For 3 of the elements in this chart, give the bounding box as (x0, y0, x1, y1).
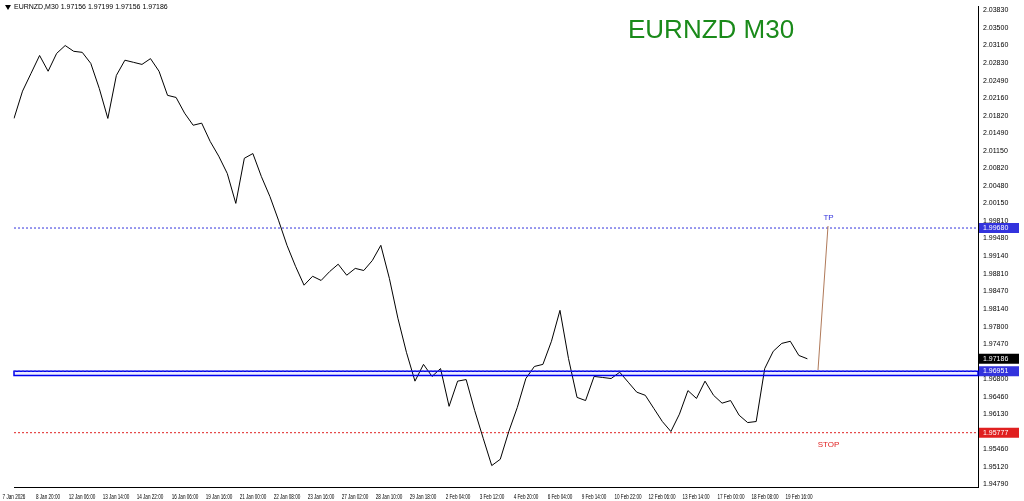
ref-line-label: STOP (817, 439, 840, 449)
ref-line-label: TP (823, 213, 834, 223)
chart-title: EURNZD M30 (628, 14, 795, 45)
